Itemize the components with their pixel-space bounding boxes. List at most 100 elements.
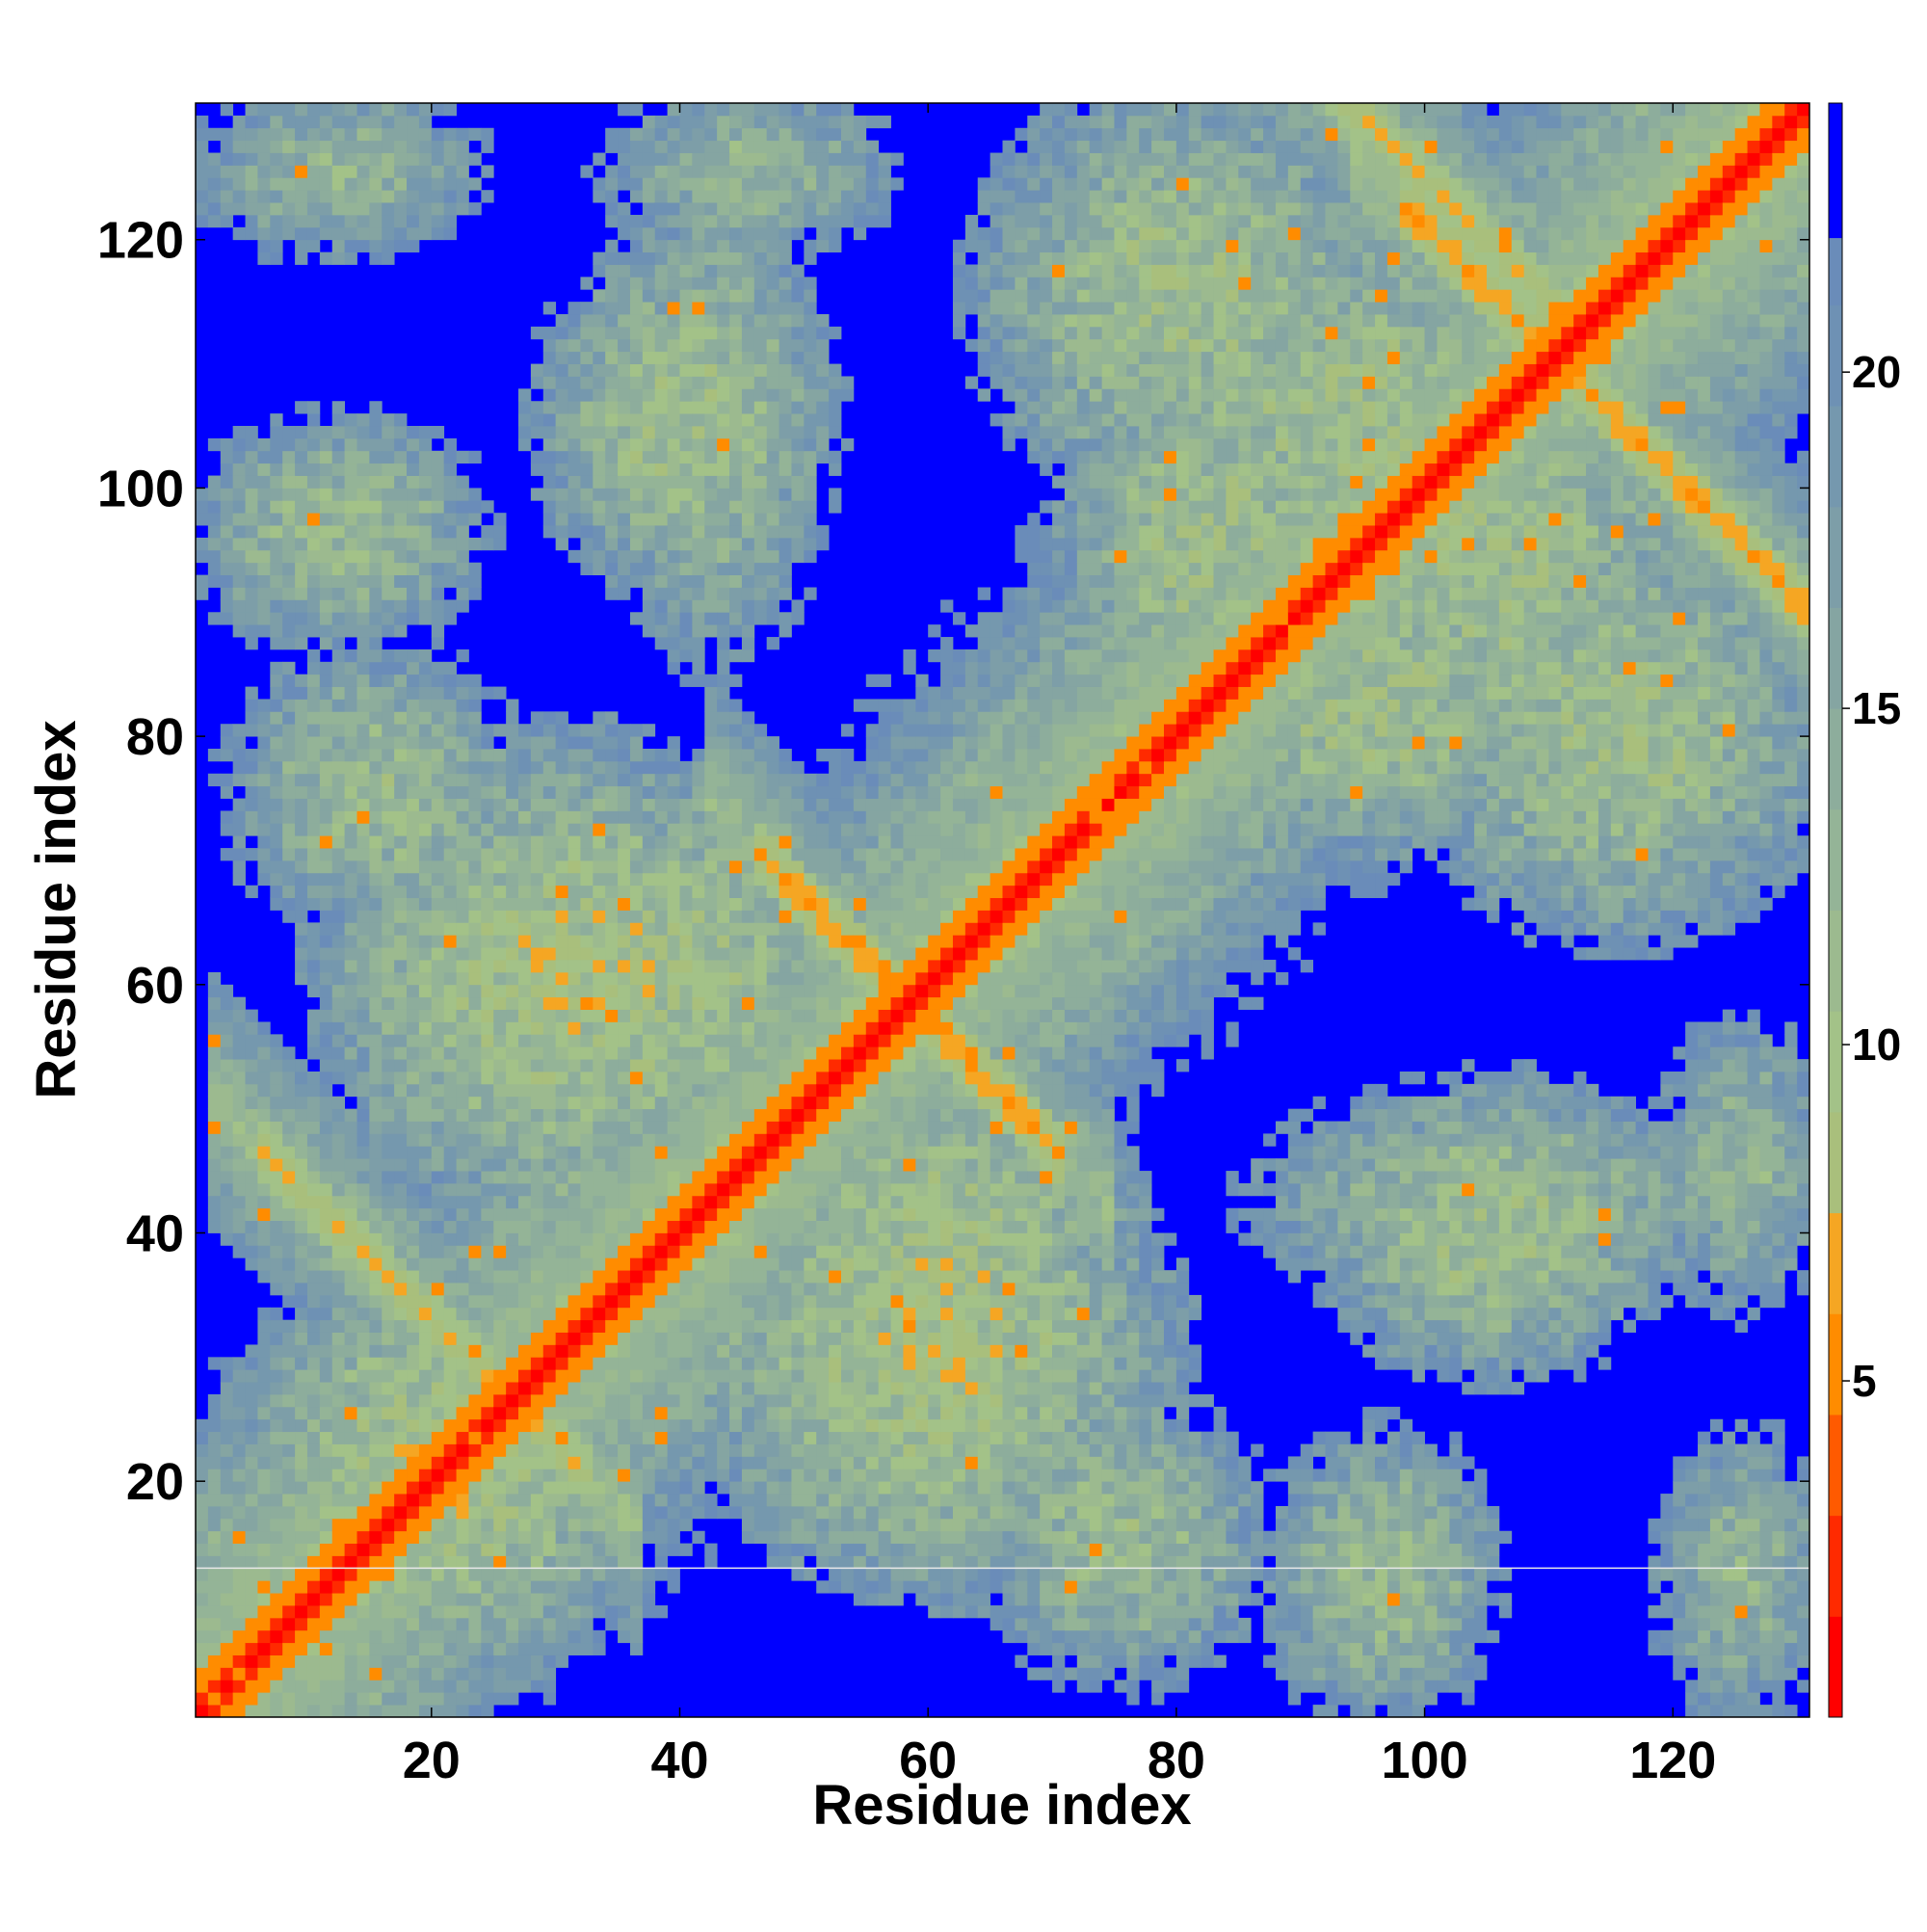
heatmap-cell xyxy=(456,711,469,725)
heatmap-cell xyxy=(443,760,457,775)
heatmap-cell xyxy=(704,686,718,700)
heatmap-cell xyxy=(394,860,408,874)
heatmap-cell xyxy=(394,810,408,824)
heatmap-cell xyxy=(319,736,333,750)
heatmap-cell xyxy=(692,1046,705,1060)
heatmap-cell xyxy=(418,1245,433,1258)
heatmap-cell xyxy=(542,760,557,775)
heatmap-cell xyxy=(568,351,581,364)
heatmap-cell xyxy=(394,648,408,663)
heatmap-cell xyxy=(779,488,792,501)
heatmap-cell xyxy=(593,1034,606,1047)
heatmap-cell xyxy=(654,475,669,489)
heatmap-cells xyxy=(196,103,1810,1718)
heatmap-cell xyxy=(344,537,357,551)
heatmap-cell xyxy=(654,1443,669,1457)
heatmap-cell xyxy=(568,823,581,836)
heatmap-cell xyxy=(232,127,246,142)
heatmap-cell xyxy=(270,848,283,861)
heatmap-cell xyxy=(331,785,346,799)
heatmap-cell xyxy=(207,1146,222,1159)
heatmap-cell xyxy=(618,1257,631,1271)
heatmap-cell xyxy=(394,1443,408,1457)
heatmap-cell xyxy=(257,437,271,452)
heatmap-cell xyxy=(207,165,222,178)
heatmap-cell xyxy=(779,413,792,427)
heatmap-cell xyxy=(729,1456,743,1469)
heatmap-cell xyxy=(493,835,507,849)
heatmap-cell xyxy=(717,1182,730,1197)
heatmap-cell xyxy=(568,1357,581,1370)
heatmap-cell xyxy=(766,537,779,551)
heatmap-cell xyxy=(766,749,779,762)
heatmap-cell xyxy=(717,115,730,129)
heatmap-cell xyxy=(369,251,383,265)
heatmap-cell xyxy=(568,475,581,489)
heatmap-cell xyxy=(443,127,457,142)
heatmap-cell xyxy=(331,724,346,737)
heatmap-cell xyxy=(692,872,705,887)
heatmap-cell xyxy=(232,574,246,588)
heatmap-cell xyxy=(766,1270,779,1284)
heatmap-cell xyxy=(518,401,532,414)
heatmap-cell xyxy=(344,1629,357,1644)
heatmap-cell xyxy=(642,1394,656,1408)
heatmap-cell xyxy=(245,1357,258,1370)
heatmap-cell xyxy=(704,1382,718,1395)
heatmap-cell xyxy=(779,1307,792,1321)
heatmap-cell xyxy=(207,1593,222,1606)
heatmap-cell xyxy=(530,1332,544,1345)
heatmap-cell xyxy=(394,760,408,775)
heatmap-cell xyxy=(369,1307,383,1321)
heatmap-cell xyxy=(530,1158,544,1172)
heatmap-cell xyxy=(356,1494,370,1507)
heatmap-cell xyxy=(605,1593,619,1606)
heatmap-cell xyxy=(679,1034,693,1047)
heatmap-cell xyxy=(642,922,656,936)
heatmap-cell xyxy=(394,1543,408,1556)
heatmap-cell xyxy=(542,351,557,364)
heatmap-cell xyxy=(605,1617,619,1631)
heatmap-cell xyxy=(542,711,557,725)
heatmap-cell xyxy=(667,302,680,315)
heatmap-cell xyxy=(468,1654,482,1668)
heatmap-cell xyxy=(306,1580,321,1594)
heatmap-cell xyxy=(369,1580,383,1594)
heatmap-cell xyxy=(319,1121,333,1134)
heatmap-cell xyxy=(717,773,730,787)
heatmap-cell xyxy=(306,463,321,476)
heatmap-cell xyxy=(443,1121,457,1134)
heatmap-cell xyxy=(629,450,644,464)
heatmap-cell xyxy=(654,612,669,625)
heatmap-cell xyxy=(468,1530,482,1545)
heatmap-cell xyxy=(605,971,619,986)
heatmap-cell xyxy=(555,413,568,427)
heatmap-cell xyxy=(704,1555,718,1569)
heatmap-cell xyxy=(306,984,321,998)
heatmap-cell xyxy=(282,1083,296,1098)
heatmap-cell xyxy=(481,1332,494,1345)
heatmap-cell xyxy=(593,749,606,762)
heatmap-cell xyxy=(618,1245,631,1258)
heatmap-cell xyxy=(679,935,693,948)
heatmap-cell xyxy=(468,1543,482,1556)
heatmap-cell xyxy=(629,525,644,539)
heatmap-cell xyxy=(791,1083,805,1098)
heatmap-cell xyxy=(443,226,457,241)
heatmap-cell xyxy=(717,637,730,650)
heatmap-cell xyxy=(518,1158,532,1172)
heatmap-cell xyxy=(692,823,705,836)
heatmap-cell xyxy=(568,935,581,948)
heatmap-cell xyxy=(407,1555,420,1569)
heatmap-cell xyxy=(344,711,357,725)
heatmap-cell xyxy=(593,823,606,836)
heatmap-cell xyxy=(629,1357,644,1370)
heatmap-cell xyxy=(580,277,594,290)
heatmap-cell xyxy=(618,488,631,501)
heatmap-cell xyxy=(518,1146,532,1159)
heatmap-cell xyxy=(530,823,544,836)
heatmap-cell xyxy=(220,587,234,600)
heatmap-cell xyxy=(593,488,606,501)
heatmap-cell xyxy=(344,1505,357,1520)
heatmap-cell xyxy=(245,1133,258,1147)
